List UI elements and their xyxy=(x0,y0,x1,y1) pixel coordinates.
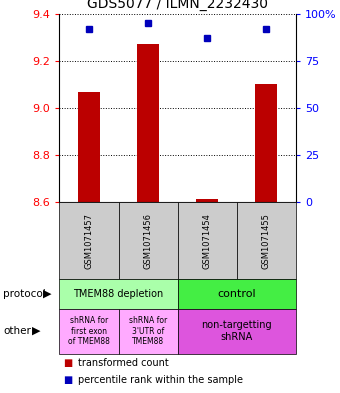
Title: GDS5077 / ILMN_2232430: GDS5077 / ILMN_2232430 xyxy=(87,0,268,11)
Text: shRNA for
first exon
of TMEM88: shRNA for first exon of TMEM88 xyxy=(68,316,110,346)
Text: shRNA for
3'UTR of
TMEM88: shRNA for 3'UTR of TMEM88 xyxy=(129,316,167,346)
Bar xyxy=(255,84,277,202)
Text: ■: ■ xyxy=(63,375,72,385)
Text: ■: ■ xyxy=(63,358,72,367)
Text: GSM1071455: GSM1071455 xyxy=(262,213,271,269)
Text: GSM1071454: GSM1071454 xyxy=(203,213,212,269)
Text: ▶: ▶ xyxy=(32,326,41,336)
Text: transformed count: transformed count xyxy=(78,358,169,367)
Text: control: control xyxy=(217,289,256,299)
Bar xyxy=(137,44,159,202)
Text: percentile rank within the sample: percentile rank within the sample xyxy=(78,375,243,385)
Text: non-targetting
shRNA: non-targetting shRNA xyxy=(201,320,272,342)
Text: protocol: protocol xyxy=(3,289,46,299)
Text: GSM1071456: GSM1071456 xyxy=(143,213,153,269)
Bar xyxy=(196,199,218,202)
Text: TMEM88 depletion: TMEM88 depletion xyxy=(73,289,164,299)
Text: other: other xyxy=(3,326,31,336)
Bar xyxy=(78,92,100,202)
Text: GSM1071457: GSM1071457 xyxy=(85,213,94,269)
Text: ▶: ▶ xyxy=(42,289,51,299)
